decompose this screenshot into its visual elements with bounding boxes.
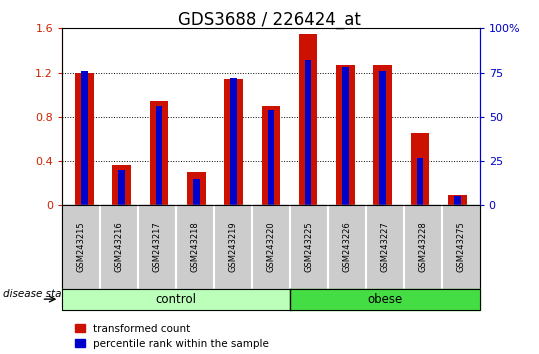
Bar bbox=[119, 170, 125, 205]
Bar bbox=[187, 172, 205, 205]
Bar bbox=[379, 71, 386, 205]
Bar bbox=[224, 79, 243, 205]
Text: GSM243227: GSM243227 bbox=[381, 222, 389, 272]
Text: GSM243218: GSM243218 bbox=[190, 222, 199, 272]
Text: GSM243215: GSM243215 bbox=[77, 222, 86, 272]
Text: GDS3688 / 226424_at: GDS3688 / 226424_at bbox=[178, 11, 361, 29]
Bar bbox=[336, 65, 355, 205]
Bar bbox=[448, 195, 467, 205]
Text: control: control bbox=[155, 293, 196, 306]
Legend: transformed count, percentile rank within the sample: transformed count, percentile rank withi… bbox=[75, 324, 269, 349]
Bar bbox=[193, 179, 199, 205]
Bar bbox=[374, 65, 392, 205]
Bar bbox=[417, 158, 423, 205]
Bar bbox=[411, 133, 430, 205]
Text: GSM243228: GSM243228 bbox=[418, 222, 427, 272]
Text: disease state: disease state bbox=[3, 289, 72, 299]
Bar bbox=[261, 106, 280, 205]
Bar bbox=[81, 71, 88, 205]
Text: obese: obese bbox=[367, 293, 403, 306]
Bar bbox=[342, 67, 349, 205]
Text: GSM243216: GSM243216 bbox=[114, 222, 123, 272]
Bar bbox=[305, 60, 312, 205]
Bar bbox=[156, 106, 162, 205]
Bar bbox=[230, 78, 237, 205]
Bar bbox=[150, 101, 168, 205]
Text: GSM243226: GSM243226 bbox=[342, 222, 351, 272]
Text: GSM243219: GSM243219 bbox=[229, 222, 237, 272]
Bar bbox=[454, 196, 461, 205]
Bar bbox=[267, 110, 274, 205]
Text: GSM243225: GSM243225 bbox=[305, 222, 313, 272]
Text: GSM243220: GSM243220 bbox=[266, 222, 275, 272]
Text: GSM243217: GSM243217 bbox=[153, 222, 161, 272]
Bar bbox=[112, 166, 131, 205]
Text: GSM243275: GSM243275 bbox=[456, 222, 465, 272]
Bar bbox=[75, 73, 94, 205]
Bar bbox=[299, 34, 317, 205]
